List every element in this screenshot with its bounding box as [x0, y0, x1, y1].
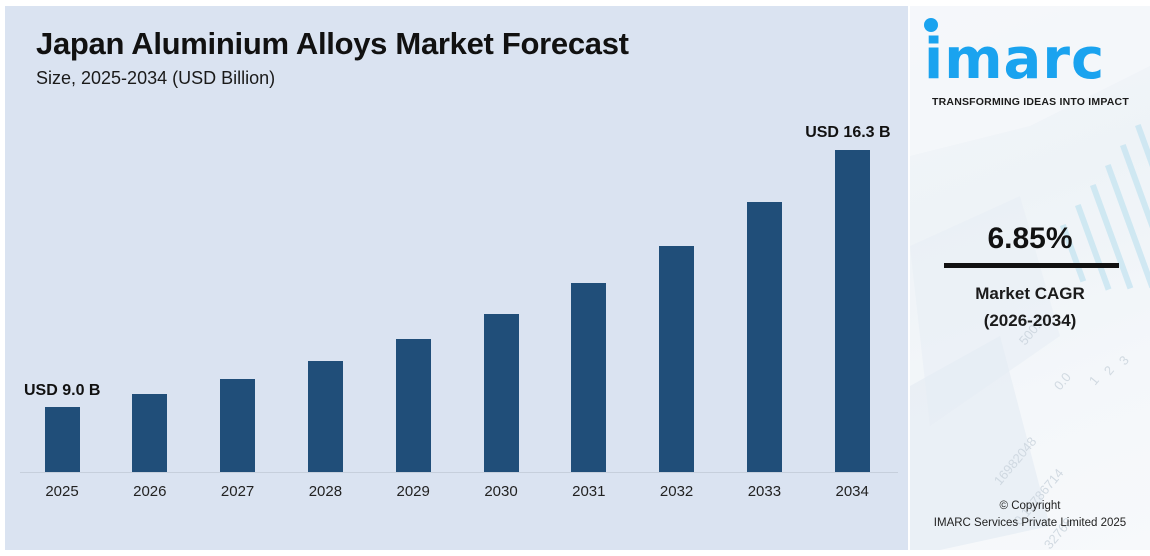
- x-tick-label: 2028: [308, 483, 343, 500]
- x-tick-label: 2031: [572, 483, 606, 500]
- bar-plot-area: USD 9.0 B USD 16.3 B 2025 2026 2027 2028 202…: [5, 6, 908, 550]
- cagr-divider: [944, 263, 1119, 268]
- cagr-label: Market CAGR: [975, 284, 1085, 303]
- x-tick-label: 2029: [396, 483, 430, 500]
- x-tick-label: 2030: [484, 483, 518, 500]
- bar-2030: [483, 314, 519, 472]
- logo-dot-icon: [924, 18, 938, 32]
- cagr-caption: Market CAGR (2026-2034): [910, 280, 1150, 334]
- cagr-value: 6.85%: [987, 222, 1073, 255]
- bar-2028: [307, 361, 343, 472]
- background-decoration-icon: 500.0 0.0 1 2 3 16982048 0.15786714 3276…: [910, 6, 1150, 550]
- x-tick-label: 2025: [45, 483, 79, 500]
- copyright-line-1: © Copyright: [999, 500, 1061, 512]
- bar-2029: [395, 339, 431, 472]
- x-tick-label: 2026: [133, 483, 167, 500]
- bar-2032: [659, 246, 695, 472]
- x-tick-label: 2033: [747, 483, 782, 500]
- first-bar-value-label: USD 9.0 B: [24, 382, 101, 399]
- logo-tagline: TRANSFORMING IDEAS INTO IMPACT: [932, 96, 1129, 108]
- bar-2026: [132, 394, 168, 472]
- svg-text:0.0: 0.0: [1051, 369, 1074, 392]
- x-tick-label: 2027: [220, 483, 255, 500]
- svg-text:3: 3: [1116, 353, 1132, 368]
- bar-2034: [834, 150, 870, 472]
- cagr-period: (2026-2034): [983, 311, 1077, 330]
- bar-2027: [220, 379, 256, 472]
- chart-title: Japan Aluminium Alloys Market Forecast: [36, 26, 629, 61]
- chart-subtitle: Size, 2025-2034 (USD Billion): [36, 68, 276, 88]
- svg-text:2: 2: [1101, 363, 1117, 378]
- last-bar-value-label: USD 16.3 B: [805, 124, 891, 141]
- logo-wordmark: imarc: [924, 27, 1106, 92]
- x-tick-label: 2032: [659, 483, 694, 500]
- bar-2031: [571, 283, 607, 472]
- bar-2033: [746, 202, 782, 472]
- sidebar-panel: 500.0 0.0 1 2 3 16982048 0.15786714 3276…: [910, 6, 1150, 550]
- imarc-logo: [922, 14, 1137, 84]
- x-tick-label: 2034: [835, 483, 869, 500]
- copyright-line-2: IMARC Services Private Limited 2025: [933, 517, 1127, 529]
- svg-text:1: 1: [1086, 373, 1102, 388]
- bar-2025: [44, 407, 80, 472]
- chart-panel: Japan Aluminium Alloys Market Forecast S…: [5, 6, 908, 550]
- copyright-notice: © Copyright IMARC Services Private Limit…: [910, 498, 1150, 532]
- x-axis-line: [20, 472, 898, 473]
